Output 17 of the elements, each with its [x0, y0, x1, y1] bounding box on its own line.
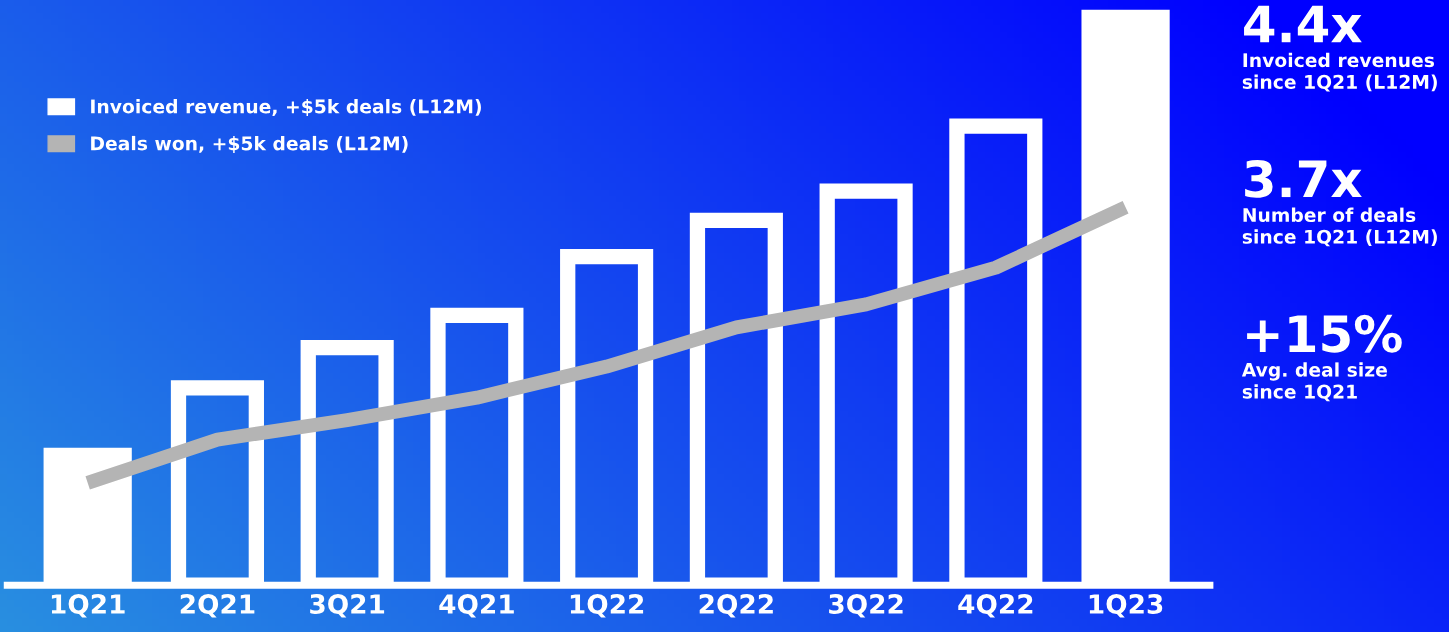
- x-tick-label: 2Q22: [699, 594, 773, 618]
- legend-label: Invoiced revenue, +$5k deals (L12M): [91, 99, 481, 117]
- text: 3.7x: [1245, 159, 1362, 198]
- x-tick-label: 3Q21: [310, 594, 385, 618]
- x-tick-label: 1Q23: [1089, 594, 1163, 618]
- x-tick-label: 4Q21: [439, 594, 514, 618]
- text: Number of deals since 1Q21 (L12M): [1242, 207, 1437, 247]
- x-tick-label: 3Q22: [829, 594, 903, 618]
- x-tick-label: 2Q21: [180, 594, 255, 618]
- text: Invoiced revenues since 1Q21 (L12M): [1242, 52, 1437, 92]
- legend-label: Deals won, +$5k deals (L12M): [91, 135, 408, 153]
- text: 4.4x: [1244, 5, 1362, 43]
- x-tick-label: 4Q22: [958, 594, 1033, 618]
- text: Avg. deal size since 1Q21: [1241, 362, 1387, 402]
- x-tick-label: 1Q21: [51, 594, 125, 618]
- x-tick-label: 1Q22: [570, 594, 644, 618]
- text: +15%: [1247, 314, 1402, 353]
